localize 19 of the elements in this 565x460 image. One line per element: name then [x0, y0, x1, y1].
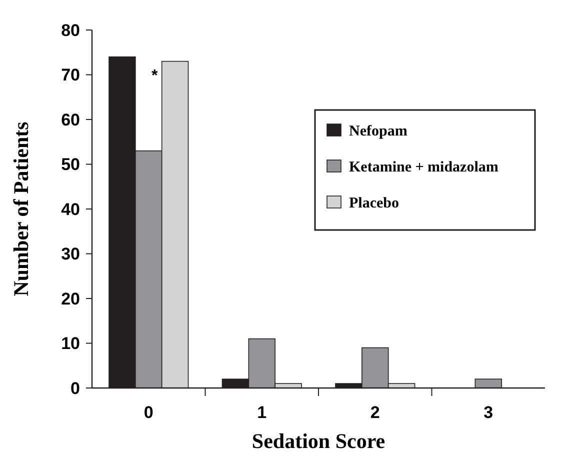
y-tick-label: 80 [61, 20, 80, 40]
legend-label: Nefopam [349, 123, 408, 140]
y-tick-label: 50 [61, 155, 80, 174]
y-tick-label: 40 [61, 200, 80, 219]
x-tick-label: 0 [144, 403, 154, 422]
x-tick-label: 2 [370, 403, 380, 422]
y-tick-label: 0 [70, 378, 80, 398]
x-axis-title: Sedation Score [252, 429, 386, 453]
x-tick-label: 3 [484, 403, 494, 422]
legend-label: Placebo [349, 195, 399, 212]
y-tick-label: 30 [61, 244, 80, 264]
legend-label: Ketamine + midazolam [349, 159, 499, 176]
y-tick-label: 60 [61, 110, 80, 130]
y-axis-title: Number of Patients [9, 122, 33, 296]
x-tick-label: 1 [257, 403, 267, 422]
y-tick-label: 70 [61, 66, 80, 85]
annotation: * [152, 68, 159, 85]
y-tick-label: 20 [61, 289, 80, 308]
y-tick-label: 10 [61, 334, 80, 354]
